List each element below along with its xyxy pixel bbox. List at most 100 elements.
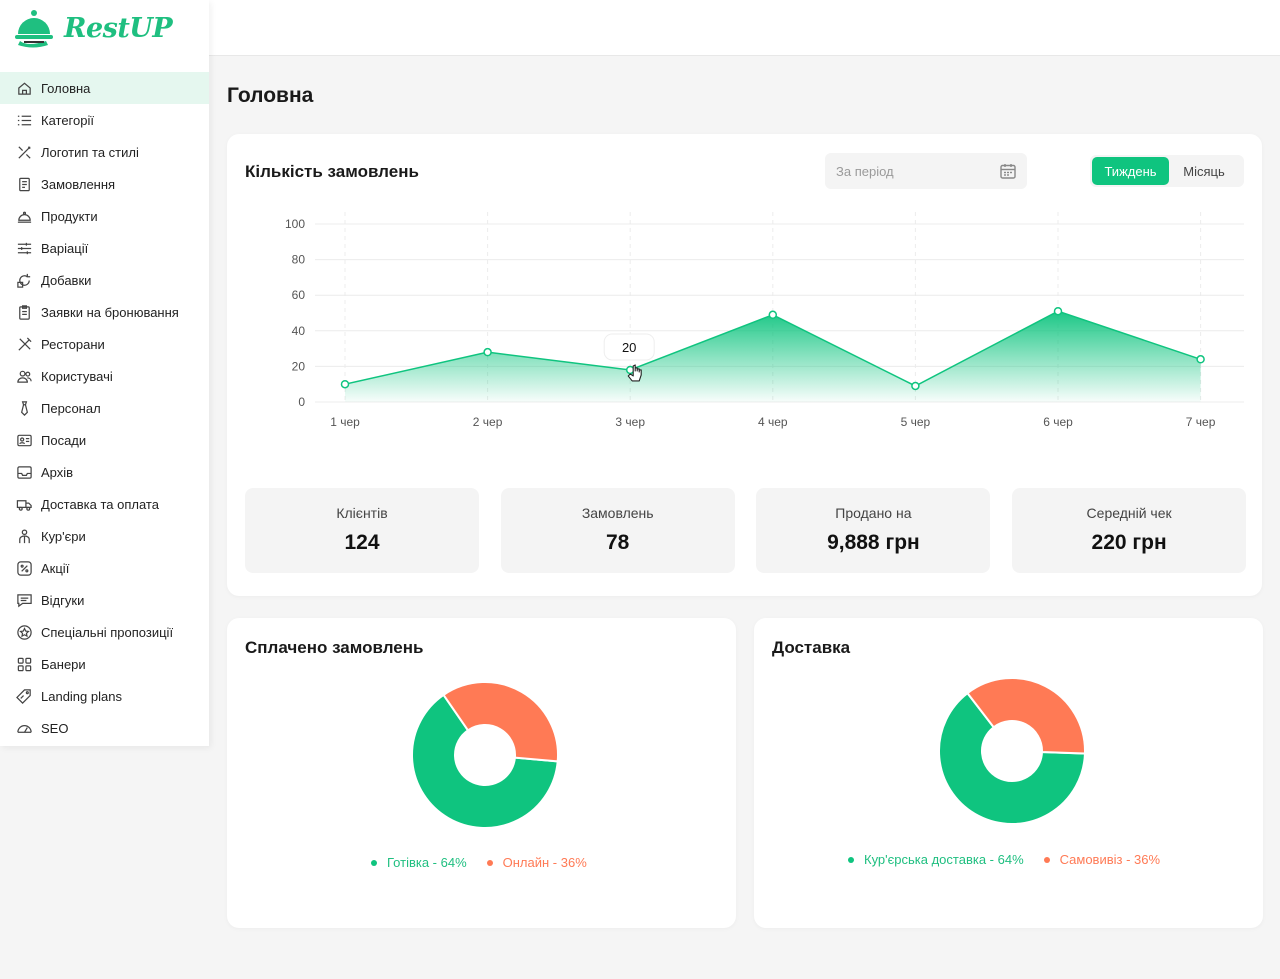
delivery-legend: Кур'єрська доставка - 64% Самовивіз - 36% (848, 852, 1180, 867)
stat-tile: Середній чек 220 грн (1012, 488, 1247, 573)
sliders-icon (16, 240, 33, 257)
stat-value: 124 (344, 531, 380, 554)
percent-icon (16, 560, 33, 577)
sidebar-item-label: Кур'єри (41, 528, 86, 544)
x-tick-label: 4 чер (758, 415, 788, 429)
sidebar-item[interactable]: Архів (0, 456, 209, 488)
sidebar-item[interactable]: Landing plans (0, 680, 209, 712)
sidebar-item[interactable]: Логотип та стилі (0, 136, 209, 168)
receipt-icon (16, 176, 33, 193)
top-bar (209, 0, 1280, 56)
sidebar-item[interactable]: Варіації (0, 232, 209, 264)
stat-tile: Клієнтів 124 (245, 488, 479, 573)
cloche-logo-icon (15, 10, 53, 48)
stat-tile: Замовлень 78 (500, 488, 735, 573)
message-icon (16, 592, 33, 609)
sidebar-item[interactable]: Банери (0, 648, 209, 680)
sidebar-item[interactable]: Персонал (0, 392, 209, 424)
sidebar-item[interactable]: Посади (0, 424, 209, 456)
x-tick-label: 5 чер (901, 415, 931, 429)
gauge-icon (16, 720, 33, 737)
legend-dot (486, 859, 493, 866)
sidebar-item[interactable]: Заявки на бронювання (0, 296, 209, 328)
legend-label: Онлайн - 36% (502, 855, 587, 870)
calendar-icon[interactable] (999, 162, 1017, 180)
tie-icon (16, 400, 33, 417)
home-icon (16, 80, 33, 97)
orders-card: Кількість замовлень За період Тиждень Мі… (227, 134, 1262, 596)
tooltip-box (603, 333, 655, 361)
sidebar: RestUP Головна Категорії Логотип та стилі З… (0, 0, 209, 746)
stat-label: Середній чек (1086, 505, 1172, 521)
sidebar-item[interactable]: Ресторани (0, 328, 209, 360)
legend-label: Кур'єрська доставка - 64% (864, 852, 1024, 867)
sidebar-item-label: Архів (41, 464, 74, 480)
sidebar-item[interactable]: Замовлення (0, 168, 209, 200)
sidebar-item-label: Варіації (41, 240, 89, 256)
sidebar-item[interactable]: Продукти (0, 200, 209, 232)
inbox-icon (16, 464, 33, 481)
month-button[interactable]: Місяць (1183, 163, 1225, 179)
cutlery-icon (16, 336, 33, 353)
y-tick-label: 20 (292, 359, 306, 373)
x-tick-label: 3 чер (615, 415, 645, 429)
legend-dot (1043, 856, 1050, 863)
sidebar-nav: Головна Категорії Логотип та стилі Замовлен… (0, 72, 209, 744)
sidebar-item-label: Замовлення (41, 176, 116, 192)
stat-label: Замовлень (581, 505, 654, 521)
cloche-icon (16, 208, 33, 225)
legend-item: Онлайн - 36% (486, 855, 587, 870)
legend-dot (848, 856, 854, 863)
sidebar-item-label: Добавки (41, 272, 92, 288)
legend-item: Самовивіз - 36% (1043, 852, 1161, 867)
sidebar-item-label: Головна (41, 80, 91, 96)
orders-card-title: Кількість замовлень (245, 162, 419, 181)
x-tick-label: 6 чер (1043, 415, 1073, 429)
sidebar-item[interactable]: Спеціальні пропозиції (0, 616, 209, 648)
sidebar-item[interactable]: Добавки (0, 264, 209, 296)
tooltip-value: 20 (622, 340, 636, 355)
logo[interactable]: RestUP (0, 0, 209, 56)
period-placeholder: За період (836, 163, 894, 179)
week-button[interactable]: Тиждень (1092, 157, 1169, 185)
sidebar-item-label: Продукти (41, 208, 98, 224)
paid-pie-chart (411, 681, 559, 829)
legend-item: Кур'єрська доставка - 64% (848, 852, 1024, 867)
legend-label: Самовивіз - 36% (1059, 852, 1161, 867)
sidebar-item[interactable]: Акції (0, 552, 209, 584)
sidebar-item-label: Landing plans (41, 688, 122, 704)
truck-icon (16, 496, 33, 513)
sidebar-item[interactable]: Користувачі (0, 360, 209, 392)
y-tick-label: 80 (292, 253, 306, 267)
courier-icon (16, 528, 33, 545)
sidebar-item-label: Логотип та стилі (41, 144, 139, 160)
pie-slice (411, 693, 559, 829)
y-tick-label: 0 (298, 395, 305, 409)
sidebar-item-label: Персонал (41, 400, 101, 416)
delivery-card: Доставка Кур'єрська доставка - 64% Самови… (754, 618, 1263, 928)
sidebar-item-label: Банери (41, 656, 86, 672)
y-tick-label: 60 (292, 288, 306, 302)
clipboard-icon (16, 304, 33, 321)
period-toggle: Тиждень Місяць (1090, 155, 1244, 187)
delivery-title: Доставка (772, 638, 851, 657)
data-point (483, 347, 492, 357)
pie-slice (966, 677, 1086, 755)
sidebar-item[interactable]: Кур'єри (0, 520, 209, 552)
sidebar-item[interactable]: Категорії (0, 104, 209, 136)
period-picker[interactable]: За період (825, 153, 1027, 189)
data-point (911, 381, 920, 391)
sidebar-item[interactable]: SEO (0, 712, 209, 744)
id-card-icon (16, 432, 33, 449)
sidebar-item-label: Спеціальні пропозиції (41, 624, 174, 640)
orders-chart: 0 20 40 60 80 100 1 чер 2 чер 3 чер 4 чер 5 чер 6 ч… (285, 212, 1244, 429)
sidebar-item[interactable]: Доставка та оплата (0, 488, 209, 520)
star-icon (16, 624, 33, 641)
delivery-pie-chart (938, 677, 1086, 825)
sidebar-item[interactable]: Головна (0, 72, 209, 104)
page-title: Головна (227, 84, 314, 107)
y-tick-label: 40 (292, 324, 306, 338)
sidebar-item[interactable]: Відгуки (0, 584, 209, 616)
pie-slice (442, 681, 559, 763)
stat-tile: Продано на 9,888 грн (756, 488, 991, 573)
